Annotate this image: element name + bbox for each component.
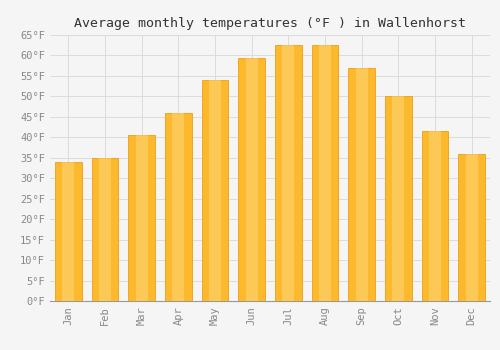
Bar [275,45,301,301]
Bar [319,45,331,301]
Bar [458,154,485,301]
Bar [422,131,448,301]
Bar [348,68,375,301]
Title: Average monthly temperatures (°F ) in Wallenhorst: Average monthly temperatures (°F ) in Wa… [74,17,466,30]
Bar [165,113,192,301]
Bar [246,57,258,301]
Bar [282,45,294,301]
Bar [136,135,147,301]
Bar [202,80,228,301]
Bar [92,158,118,301]
Bar [312,45,338,301]
Bar [356,68,368,301]
Bar [62,162,74,301]
Bar [385,96,411,301]
Bar [429,131,441,301]
Bar [238,57,265,301]
Bar [209,80,221,301]
Bar [172,113,184,301]
Bar [128,135,155,301]
Bar [55,162,82,301]
Bar [466,154,477,301]
Bar [392,96,404,301]
Bar [99,158,111,301]
